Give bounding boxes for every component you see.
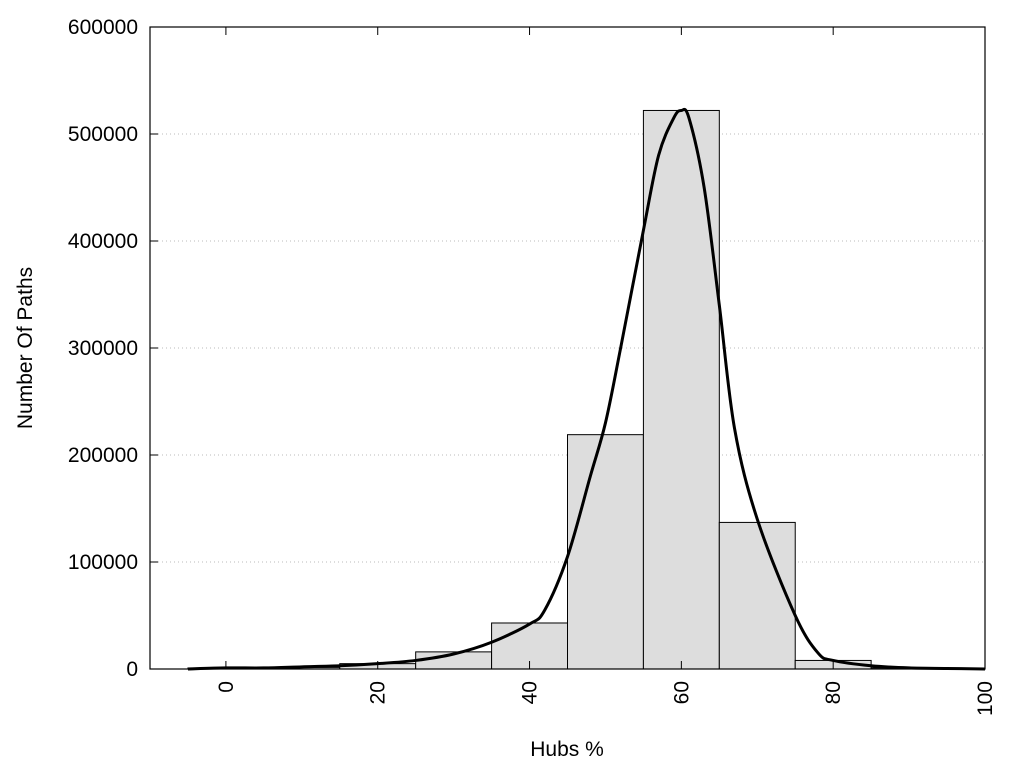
fitted-curve <box>187 107 986 671</box>
y-tick-label: 100000 <box>68 551 138 574</box>
y-axis-title: Number Of Paths <box>14 267 37 429</box>
x-axis: 0 20 40 60 80 100 <box>215 27 997 716</box>
histogram-bars <box>187 109 948 670</box>
y-tick-label: 300000 <box>68 337 138 360</box>
x-tick-label: 20 <box>367 681 390 704</box>
y-tick-label: 400000 <box>68 230 138 253</box>
y-tick-label: 600000 <box>68 16 138 39</box>
histogram-bar <box>567 434 644 670</box>
histogram-bar <box>718 521 796 670</box>
x-tick-label: 0 <box>215 681 238 693</box>
x-tick-label: 80 <box>822 681 845 704</box>
y-tick-label: 0 <box>126 658 138 681</box>
x-tick-label: 60 <box>670 681 693 704</box>
y-tick-label: 500000 <box>68 123 138 146</box>
x-axis-title: Hubs % <box>530 738 604 761</box>
x-tick-label: 40 <box>519 681 542 704</box>
y-axis: 0 100000 200000 300000 400000 500000 600000 <box>68 16 158 681</box>
x-tick-label: 100 <box>974 681 997 716</box>
y-tick-label: 200000 <box>68 444 138 467</box>
histogram-bar <box>642 109 720 670</box>
